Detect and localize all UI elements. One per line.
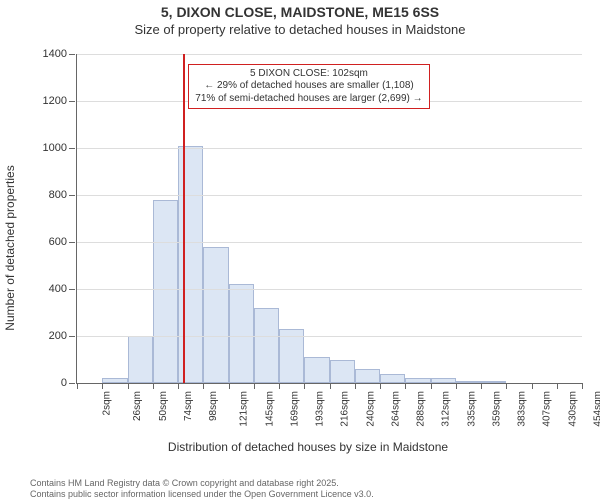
x-tick bbox=[279, 383, 280, 389]
histogram-bar bbox=[153, 200, 178, 383]
x-tick bbox=[557, 383, 558, 389]
histogram-bar bbox=[355, 369, 380, 383]
x-tick bbox=[431, 383, 432, 389]
y-tick-label: 400 bbox=[49, 283, 77, 295]
page-title: 5, DIXON CLOSE, MAIDSTONE, ME15 6SS bbox=[0, 4, 600, 20]
histogram-bar bbox=[431, 378, 456, 383]
histogram-bar bbox=[380, 374, 405, 383]
y-tick-label: 1400 bbox=[43, 48, 77, 60]
x-tick-label: 288sqm bbox=[416, 391, 427, 427]
gridline-h bbox=[77, 336, 582, 337]
histogram-bar bbox=[330, 360, 355, 384]
x-tick bbox=[178, 383, 179, 389]
histogram-bar bbox=[456, 381, 481, 383]
x-tick-label: 454sqm bbox=[592, 391, 600, 427]
histogram-bar bbox=[481, 381, 506, 383]
page-subtitle: Size of property relative to detached ho… bbox=[0, 22, 600, 37]
gridline-h bbox=[77, 289, 582, 290]
x-tick-label: 74sqm bbox=[183, 391, 194, 421]
x-tick-label: 216sqm bbox=[340, 391, 351, 427]
x-tick-label: 169sqm bbox=[289, 391, 300, 427]
y-tick-label: 0 bbox=[61, 377, 77, 389]
y-axis-label: Number of detached properties bbox=[3, 165, 17, 330]
x-tick-label: 359sqm bbox=[491, 391, 502, 427]
y-tick-label: 200 bbox=[49, 330, 77, 342]
x-tick bbox=[102, 383, 103, 389]
x-tick bbox=[532, 383, 533, 389]
gridline-h bbox=[77, 148, 582, 149]
x-tick-label: 312sqm bbox=[441, 391, 452, 427]
y-tick-label: 1000 bbox=[43, 142, 77, 154]
x-tick bbox=[355, 383, 356, 389]
y-tick-label: 600 bbox=[49, 236, 77, 248]
x-tick bbox=[304, 383, 305, 389]
x-tick-label: 407sqm bbox=[542, 391, 553, 427]
x-tick-label: 193sqm bbox=[315, 391, 326, 427]
footer-line: Contains HM Land Registry data © Crown c… bbox=[30, 478, 374, 489]
info-box-line: 5 DIXON CLOSE: 102sqm bbox=[195, 68, 422, 81]
x-tick-label: 2sqm bbox=[101, 391, 112, 415]
x-tick bbox=[203, 383, 204, 389]
x-tick bbox=[128, 383, 129, 389]
histogram-bar bbox=[279, 329, 304, 383]
gridline-h bbox=[77, 195, 582, 196]
histogram-bar bbox=[254, 308, 279, 383]
x-tick bbox=[405, 383, 406, 389]
x-tick bbox=[77, 383, 78, 389]
histogram-bar bbox=[102, 378, 127, 383]
x-tick bbox=[330, 383, 331, 389]
info-box-line: ← 29% of detached houses are smaller (1,… bbox=[195, 80, 422, 93]
y-tick-label: 1200 bbox=[43, 95, 77, 107]
footer-attribution: Contains HM Land Registry data © Crown c… bbox=[30, 478, 374, 500]
x-tick-label: 26sqm bbox=[132, 391, 143, 421]
info-box: 5 DIXON CLOSE: 102sqm← 29% of detached h… bbox=[188, 64, 429, 110]
x-tick-label: 383sqm bbox=[517, 391, 528, 427]
x-tick-label: 98sqm bbox=[208, 391, 219, 421]
reference-line bbox=[183, 54, 185, 383]
gridline-h bbox=[77, 242, 582, 243]
x-tick-label: 50sqm bbox=[158, 391, 169, 421]
x-tick-label: 145sqm bbox=[264, 391, 275, 427]
x-tick-label: 430sqm bbox=[567, 391, 578, 427]
x-tick bbox=[456, 383, 457, 389]
histogram-bar bbox=[304, 357, 329, 383]
x-tick bbox=[254, 383, 255, 389]
x-tick-label: 264sqm bbox=[390, 391, 401, 427]
x-tick bbox=[380, 383, 381, 389]
footer-line: Contains public sector information licen… bbox=[30, 489, 374, 500]
gridline-h bbox=[77, 54, 582, 55]
chart-container: Number of detached properties 0200400600… bbox=[28, 48, 588, 448]
histogram-bar bbox=[178, 146, 203, 383]
x-tick bbox=[153, 383, 154, 389]
x-tick bbox=[582, 383, 583, 389]
histogram-bar bbox=[128, 336, 153, 383]
x-tick-label: 240sqm bbox=[365, 391, 376, 427]
x-tick bbox=[229, 383, 230, 389]
plot-area: 02004006008001000120014002sqm26sqm50sqm7… bbox=[76, 54, 582, 384]
x-axis-label: Distribution of detached houses by size … bbox=[168, 440, 448, 454]
x-tick bbox=[506, 383, 507, 389]
info-box-line: 71% of semi-detached houses are larger (… bbox=[195, 93, 422, 106]
histogram-bar bbox=[405, 378, 430, 383]
x-tick-label: 335sqm bbox=[466, 391, 477, 427]
y-tick-label: 800 bbox=[49, 189, 77, 201]
histogram-bar bbox=[203, 247, 228, 383]
x-tick-label: 121sqm bbox=[239, 391, 250, 427]
x-tick bbox=[481, 383, 482, 389]
histogram-bar bbox=[229, 284, 254, 383]
